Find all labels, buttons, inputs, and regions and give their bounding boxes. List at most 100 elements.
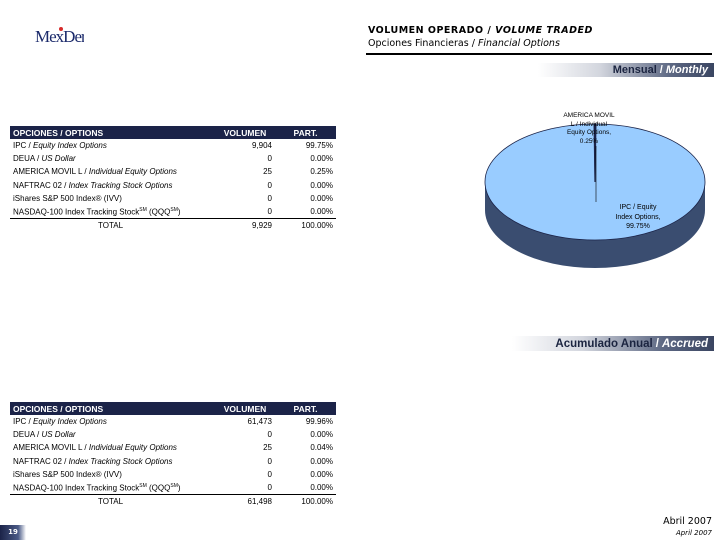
page-subtitle: Opciones Financieras / Financial Options <box>368 38 560 49</box>
row-name-italic: Index Tracking Stock Options <box>68 180 173 190</box>
row-name: IPC / <box>13 417 34 427</box>
row-label: NASDAQ-100 Index Tracking StockSM (QQQSM… <box>10 205 215 219</box>
close-paren: ) <box>177 207 181 217</box>
col-header-part: PART. <box>275 126 336 139</box>
header-rule <box>366 53 712 55</box>
title-en: VOLUME TRADED <box>495 25 593 36</box>
table-row: DEUA / US Dollar 0 0.00% <box>10 152 336 165</box>
footer-date-en: April 2007 <box>675 529 712 537</box>
band-accrued-sep: / <box>655 337 659 350</box>
row-volume: 61,473 <box>247 417 272 427</box>
accrued-volume-table: OPCIONES / OPTIONS VOLUMEN PART. IPC / E… <box>10 402 336 509</box>
table-row: IPC / Equity Index Options 9,904 99.75% <box>10 139 336 152</box>
row-volume: 0 <box>267 483 272 493</box>
row-name-italic: Index Tracking Stock Options <box>68 456 173 466</box>
mexder-logo: MexDer <box>35 27 84 46</box>
row-label: DEUA / US Dollar <box>10 428 215 441</box>
row-volume: 0 <box>267 193 272 203</box>
row-label: NASDAQ-100 Index Tracking StockSM (QQQSM… <box>10 481 215 495</box>
row-name-italic: Individual Equity Options <box>88 167 177 177</box>
row-name-italic: Individual Equity Options <box>88 443 177 453</box>
row-part: 0.00% <box>310 154 333 164</box>
row-label: iShares S&P 500 Index® (IVV) <box>13 469 122 479</box>
total-label: TOTAL <box>10 494 215 509</box>
subtitle-es: Opciones Financieras <box>368 38 469 49</box>
row-name-italic: US Dollar <box>41 430 76 440</box>
row-label: DEUA / US Dollar <box>10 152 215 165</box>
monthly-pie-chart <box>484 123 706 268</box>
row-label: NAFTRAC 02 / Index Tracking Stock Option… <box>10 455 215 468</box>
section-band-monthly: Mensual / Monthly <box>538 63 714 77</box>
table-total-row: TOTAL 9,929 100.00% <box>10 218 336 233</box>
row-part: 0.04% <box>310 443 333 453</box>
row-label: IPC / Equity Index Options <box>10 139 215 152</box>
row-name: AMERICA MOVIL L / <box>13 443 89 453</box>
table-row: AMERICA MOVIL L / Individual Equity Opti… <box>10 441 336 454</box>
pie-label-ipc-line: 99.75% <box>626 223 650 230</box>
row-volume: 25 <box>263 443 272 453</box>
row-name: DEUA / <box>13 430 42 440</box>
row-part: 99.75% <box>305 141 333 151</box>
section-band-accrued: Acumulado Anual / Accrued <box>512 336 714 351</box>
row-part: 0.25% <box>310 167 333 177</box>
pie-label-amx-line: L / Individual <box>570 120 608 128</box>
pie-label-ipc: IPC / Equity Index Options, 99.75% <box>603 203 673 232</box>
row-name: NAFTRAC 02 / <box>13 456 69 466</box>
page-title: VOLUMEN OPERADO / VOLUME TRADED <box>368 25 593 36</box>
row-part: 0.00% <box>310 469 333 479</box>
total-part: 100.00% <box>275 494 336 509</box>
pie-label-amx-line: 0.25% <box>579 137 599 145</box>
table-row: NASDAQ-100 Index Tracking StockSM (QQQSM… <box>10 481 336 495</box>
sm-mark: SM <box>170 482 178 489</box>
subtitle-en: Financial Options <box>477 38 560 49</box>
pie-label-amx: AMERICA MOVIL L / Individual Equity Opti… <box>552 112 626 146</box>
close-paren: ) <box>177 483 181 493</box>
row-name-italic: Equity Index Options <box>33 417 107 427</box>
pie-side-wall <box>485 182 705 268</box>
monthly-volume-table: OPCIONES / OPTIONS VOLUMEN PART. IPC / E… <box>10 126 336 233</box>
row-label: AMERICA MOVIL L / Individual Equity Opti… <box>10 441 215 454</box>
logo-text: MexDer <box>35 27 84 46</box>
row-label: NAFTRAC 02 / Index Tracking Stock Option… <box>10 179 215 192</box>
row-label: AMERICA MOVIL L / Individual Equity Opti… <box>10 165 215 178</box>
row-part: 0.00% <box>310 456 333 466</box>
row-name: DEUA / <box>13 154 42 164</box>
row-part: 0.00% <box>310 193 333 203</box>
band-monthly-en: Monthly <box>665 64 708 76</box>
total-volume: 61,498 <box>215 494 275 509</box>
row-volume: 0 <box>267 469 272 479</box>
total-volume: 9,929 <box>215 218 275 233</box>
row-label: iShares S&P 500 Index® (IVV) <box>13 193 122 203</box>
title-sep: / <box>483 25 496 36</box>
table-row: IPC / Equity Index Options 61,473 99.96% <box>10 415 336 428</box>
pie-label-amx-line: AMERICA MOVIL <box>563 112 615 119</box>
band-accrued-es: Acumulado Anual <box>555 337 653 350</box>
table-row: iShares S&P 500 Index® (IVV) 0 0.00% <box>10 468 336 481</box>
col-header-part: PART. <box>275 402 336 415</box>
sm-mark: SM <box>139 206 147 213</box>
col-header-options: OPCIONES / OPTIONS <box>10 126 215 139</box>
title-es: VOLUMEN OPERADO <box>368 25 484 36</box>
row-name: AMERICA MOVIL L / <box>13 167 89 177</box>
row-volume: 0 <box>267 154 272 164</box>
table-header-row: OPCIONES / OPTIONS VOLUMEN PART. <box>10 126 336 139</box>
table-row: NASDAQ-100 Index Tracking StockSM (QQQSM… <box>10 205 336 219</box>
row-name-italic: Equity Index Options <box>33 141 107 151</box>
pie-label-ipc-line: Index Options, <box>615 213 661 221</box>
row-part: 0.00% <box>310 207 333 217</box>
row-part: 0.00% <box>310 180 333 190</box>
table-row: DEUA / US Dollar 0 0.00% <box>10 428 336 441</box>
pie-label-amx-line: Equity Options, <box>566 129 612 136</box>
row-name-tail: (QQQ <box>149 207 171 217</box>
table-header-row: OPCIONES / OPTIONS VOLUMEN PART. <box>10 402 336 415</box>
footer-date-es: Abril 2007 <box>663 516 712 527</box>
row-part: 0.00% <box>310 430 333 440</box>
total-label: TOTAL <box>10 218 215 233</box>
col-header-volume: VOLUMEN <box>215 126 275 139</box>
col-header-options: OPCIONES / OPTIONS <box>10 402 215 415</box>
row-volume: 9,904 <box>251 141 272 151</box>
table-row: NAFTRAC 02 / Index Tracking Stock Option… <box>10 455 336 468</box>
table-row: AMERICA MOVIL L / Individual Equity Opti… <box>10 165 336 178</box>
row-part: 0.00% <box>310 483 333 493</box>
row-name: IPC / <box>13 141 34 151</box>
